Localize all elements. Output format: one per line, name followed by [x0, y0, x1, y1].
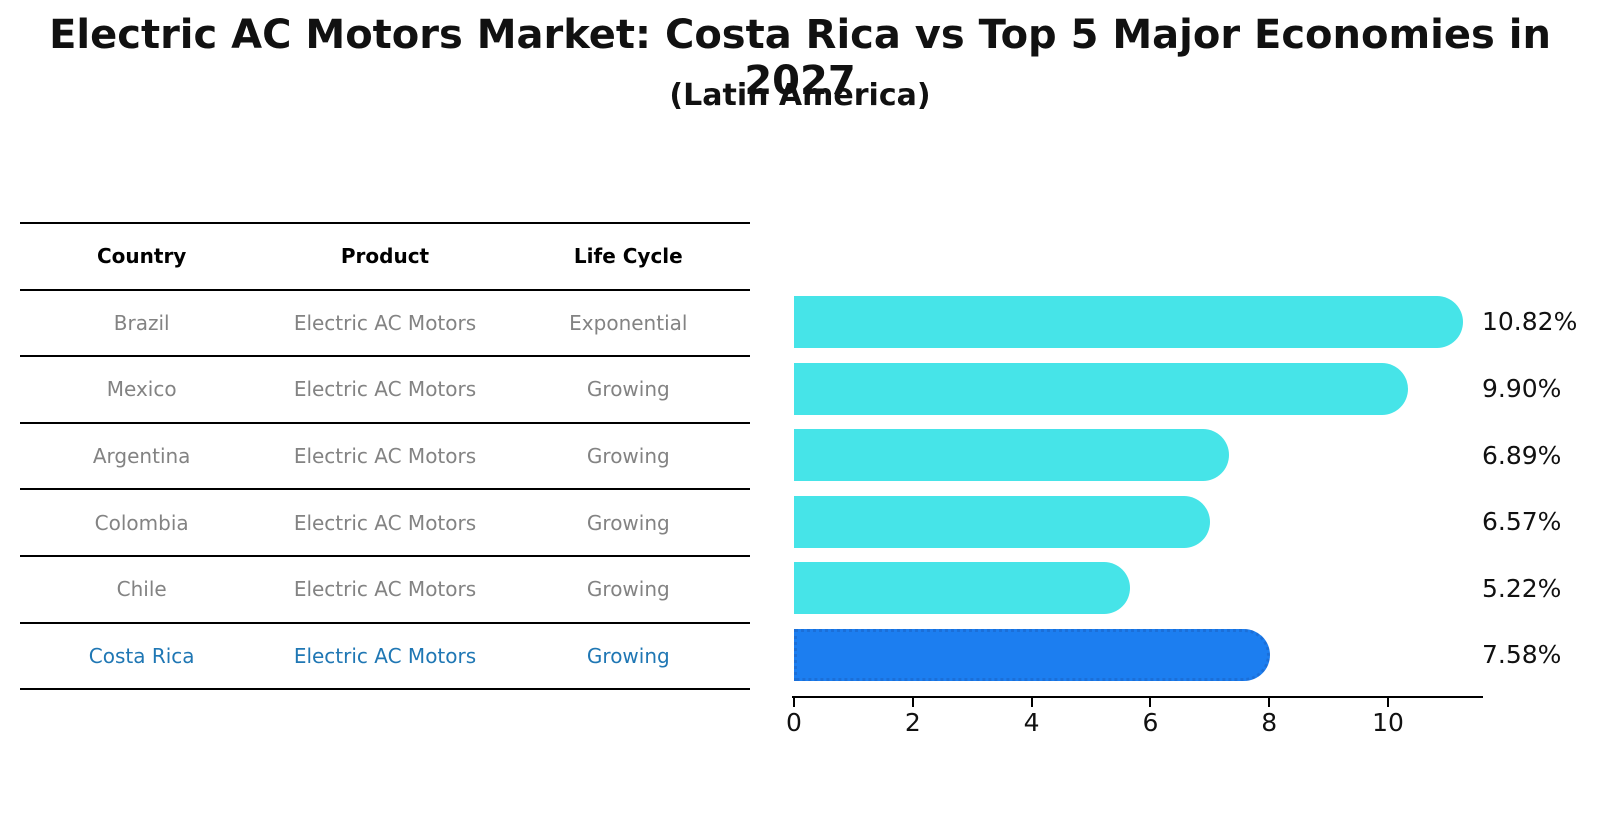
bar-value-label: 7.58% — [1482, 640, 1562, 670]
col-header-country: Country — [96, 244, 187, 269]
x-axis-tick-label: 0 — [786, 708, 802, 737]
bar-mexico — [794, 362, 1409, 415]
cell-product: Electric AC Motors — [293, 377, 477, 402]
x-axis-line — [792, 696, 1483, 698]
bar-colombia — [794, 495, 1211, 548]
col-header-lifecycle: Life Cycle — [573, 244, 683, 269]
x-axis-tick-label: 4 — [1023, 708, 1040, 737]
x-axis-tick — [1149, 697, 1152, 707]
table-row-mexico: Mexico Electric AC Motors Growing — [20, 355, 750, 422]
cell-lifecycle: Growing — [586, 643, 670, 668]
x-axis-tick — [1387, 697, 1389, 707]
cell-product: Electric AC Motors — [293, 577, 477, 602]
chart-subtitle: (Latin America) — [669, 78, 931, 113]
x-axis-tick — [1030, 697, 1033, 707]
country-table: Country Product Life Cycle Brazil Electr… — [20, 222, 750, 691]
table-row-argentina: Argentina Electric AC Motors Growing — [20, 421, 750, 489]
x-axis-tick-label: 6 — [1142, 708, 1159, 737]
x-axis-tick — [911, 697, 914, 707]
x-axis-tick — [793, 697, 795, 707]
x-axis-tick — [1268, 697, 1271, 707]
bar-costa-rica — [794, 628, 1271, 681]
bar-value-label: 10.82% — [1482, 307, 1578, 337]
cell-country: Chile — [116, 577, 167, 602]
table-row-chile: Chile Electric AC Motors Growing — [20, 554, 750, 622]
bar-argentina — [794, 429, 1230, 482]
bar-chile — [794, 562, 1131, 615]
cell-lifecycle: Growing — [586, 444, 670, 469]
x-axis-tick-label: 10 — [1372, 708, 1404, 737]
cell-lifecycle: Growing — [586, 577, 670, 602]
cell-product: Electric AC Motors — [293, 444, 477, 469]
cell-product: Electric AC Motors — [293, 310, 477, 335]
cell-lifecycle: Growing — [586, 377, 670, 402]
cell-country: Mexico — [106, 377, 177, 402]
table-row-costa-rica: Costa Rica Electric AC Motors Growing — [20, 621, 750, 689]
cell-country: Costa Rica — [88, 643, 195, 668]
cell-country: Brazil — [113, 310, 170, 335]
table-row-colombia: Colombia Electric AC Motors Growing — [20, 488, 750, 555]
bar-brazil — [794, 295, 1463, 348]
bar-value-label: 5.22% — [1482, 573, 1562, 603]
bar-value-label: 6.89% — [1482, 440, 1562, 470]
chart-title: Electric AC Motors Market: Costa Rica vs… — [49, 12, 1551, 104]
bar-value-label: 6.57% — [1482, 507, 1562, 537]
x-axis-tick-label: 8 — [1261, 708, 1278, 737]
cell-country: Colombia — [94, 510, 189, 535]
x-axis-tick-label: 2 — [904, 708, 921, 737]
table-row-brazil: Brazil Electric AC Motors Exponential — [20, 288, 750, 356]
bar-value-label: 9.90% — [1482, 374, 1562, 403]
cell-country: Argentina — [92, 444, 191, 469]
table-header-row: Country Product Life Cycle — [20, 222, 750, 289]
col-header-product: Product — [340, 244, 430, 269]
cell-product: Electric AC Motors — [293, 510, 477, 535]
cell-lifecycle: Exponential — [569, 310, 688, 335]
cell-lifecycle: Growing — [586, 510, 670, 535]
cell-product: Electric AC Motors — [293, 643, 477, 668]
